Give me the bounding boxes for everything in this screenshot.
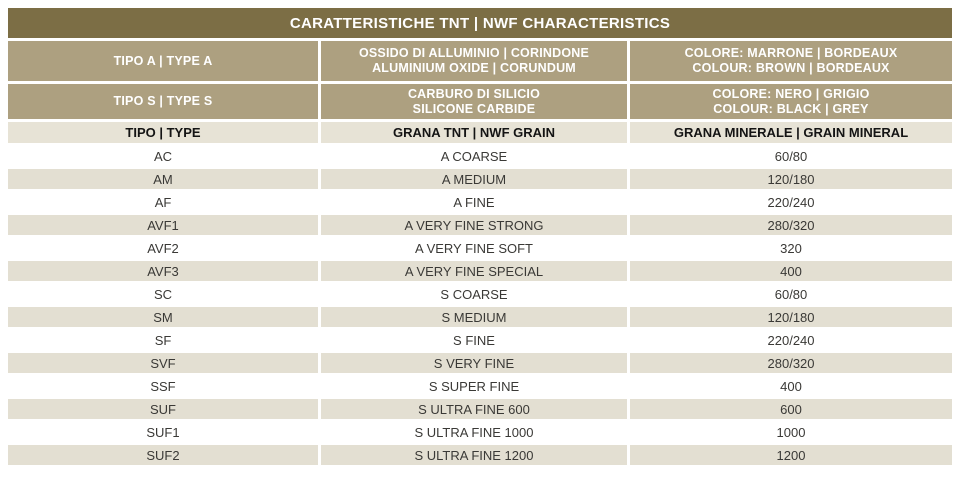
- type-s-color: COLORE: NERO | GRIGIO COLOUR: BLACK | GR…: [630, 84, 953, 119]
- type-a-color: COLORE: MARRONE | BORDEAUX COLOUR: BROWN…: [630, 41, 953, 81]
- column-header-mineral: GRANA MINERALE | GRAIN MINERAL: [630, 122, 953, 143]
- table-row: AVF3 A VERY FINE SPECIAL 400: [8, 261, 953, 281]
- cell-mineral: 220/240: [630, 330, 953, 350]
- type-a-material-line1: OSSIDO DI ALLUMINIO | CORINDONE: [358, 46, 590, 60]
- cell-mineral: 120/180: [630, 307, 953, 327]
- table-row: AC A COARSE 60/80: [8, 146, 953, 166]
- cell-type: AVF3: [8, 261, 318, 281]
- cell-mineral: 1200: [630, 445, 953, 465]
- type-s-material-line1: CARBURO DI SILICIO: [407, 86, 541, 101]
- nwf-characteristics-table: CARATTERISTICHE TNT | NWF CHARACTERISTIC…: [5, 5, 955, 468]
- cell-grain: A MEDIUM: [321, 169, 627, 189]
- type-a-label: TIPO A | TYPE A: [8, 41, 318, 81]
- type-s-material-line2: SILICONE CARBIDE: [412, 101, 536, 116]
- cell-grain: S SUPER FINE: [321, 376, 627, 396]
- type-s-color-line1: COLORE: NERO | GRIGIO: [712, 86, 870, 101]
- table-row: AF A FINE 220/240: [8, 192, 953, 212]
- cell-type: SUF2: [8, 445, 318, 465]
- cell-grain: A VERY FINE STRONG: [321, 215, 627, 235]
- cell-mineral: 60/80: [630, 146, 953, 166]
- cell-type: SC: [8, 284, 318, 304]
- table-row: SUF1 S ULTRA FINE 1000 1000: [8, 422, 953, 442]
- cell-grain: A VERY FINE SPECIAL: [321, 261, 627, 281]
- cell-type: SSF: [8, 376, 318, 396]
- type-s-material: CARBURO DI SILICIO SILICONE CARBIDE: [321, 84, 627, 119]
- cell-grain: A COARSE: [321, 146, 627, 166]
- cell-type: SM: [8, 307, 318, 327]
- cell-grain: S COARSE: [321, 284, 627, 304]
- cell-type: SVF: [8, 353, 318, 373]
- cell-mineral: 320: [630, 238, 953, 258]
- column-header-grain: GRANA TNT | NWF GRAIN: [321, 122, 627, 143]
- cell-type: AM: [8, 169, 318, 189]
- cell-mineral: 600: [630, 399, 953, 419]
- cell-mineral: 220/240: [630, 192, 953, 212]
- table-row: AVF2 A VERY FINE SOFT 320: [8, 238, 953, 258]
- cell-grain: S VERY FINE: [321, 353, 627, 373]
- table-row: AM A MEDIUM 120/180: [8, 169, 953, 189]
- table-row: SC S COARSE 60/80: [8, 284, 953, 304]
- table-title-row: CARATTERISTICHE TNT | NWF CHARACTERISTIC…: [8, 8, 953, 38]
- table-row: AVF1 A VERY FINE STRONG 280/320: [8, 215, 953, 235]
- cell-grain: A FINE: [321, 192, 627, 212]
- cell-mineral: 280/320: [630, 353, 953, 373]
- type-a-color-line1: COLORE: MARRONE | BORDEAUX: [684, 46, 898, 60]
- cell-grain: A VERY FINE SOFT: [321, 238, 627, 258]
- table-row: SVF S VERY FINE 280/320: [8, 353, 953, 373]
- table-title: CARATTERISTICHE TNT | NWF CHARACTERISTIC…: [8, 8, 953, 38]
- type-s-row: TIPO S | TYPE S CARBURO DI SILICIO SILIC…: [8, 84, 953, 119]
- type-a-material: OSSIDO DI ALLUMINIO | CORINDONE ALUMINIU…: [321, 41, 627, 81]
- table-row: SUF S ULTRA FINE 600 600: [8, 399, 953, 419]
- table-row: SSF S SUPER FINE 400: [8, 376, 953, 396]
- table-row: SF S FINE 220/240: [8, 330, 953, 350]
- cell-type: AVF2: [8, 238, 318, 258]
- cell-mineral: 280/320: [630, 215, 953, 235]
- cell-mineral: 120/180: [630, 169, 953, 189]
- cell-grain: S FINE: [321, 330, 627, 350]
- cell-grain: S ULTRA FINE 1000: [321, 422, 627, 442]
- cell-type: SUF: [8, 399, 318, 419]
- cell-mineral: 400: [630, 261, 953, 281]
- cell-type: AF: [8, 192, 318, 212]
- type-a-material-line2: ALUMINIUM OXIDE | CORUNDUM: [372, 61, 576, 75]
- cell-type: SF: [8, 330, 318, 350]
- type-s-color-line2: COLOUR: BLACK | GREY: [713, 101, 869, 116]
- grain-rows: AC A COARSE 60/80 AM A MEDIUM 120/180 AF A FINE…: [8, 146, 953, 465]
- cell-grain: S ULTRA FINE 1200: [321, 445, 627, 465]
- cell-mineral: 1000: [630, 422, 953, 442]
- table-row: SM S MEDIUM 120/180: [8, 307, 953, 327]
- type-s-label: TIPO S | TYPE S: [8, 84, 318, 119]
- characteristics-sheet: CARATTERISTICHE TNT | NWF CHARACTERISTIC…: [5, 5, 955, 468]
- type-a-row: TIPO A | TYPE A OSSIDO DI ALLUMINIO | CO…: [8, 41, 953, 81]
- cell-mineral: 400: [630, 376, 953, 396]
- column-header-type: TIPO | TYPE: [8, 122, 318, 143]
- cell-type: AC: [8, 146, 318, 166]
- cell-mineral: 60/80: [630, 284, 953, 304]
- column-header-row: TIPO | TYPE GRANA TNT | NWF GRAIN GRANA …: [8, 122, 953, 143]
- table-row: SUF2 S ULTRA FINE 1200 1200: [8, 445, 953, 465]
- cell-grain: S ULTRA FINE 600: [321, 399, 627, 419]
- type-a-color-line2: COLOUR: BROWN | BORDEAUX: [692, 61, 890, 75]
- cell-type: SUF1: [8, 422, 318, 442]
- cell-grain: S MEDIUM: [321, 307, 627, 327]
- cell-type: AVF1: [8, 215, 318, 235]
